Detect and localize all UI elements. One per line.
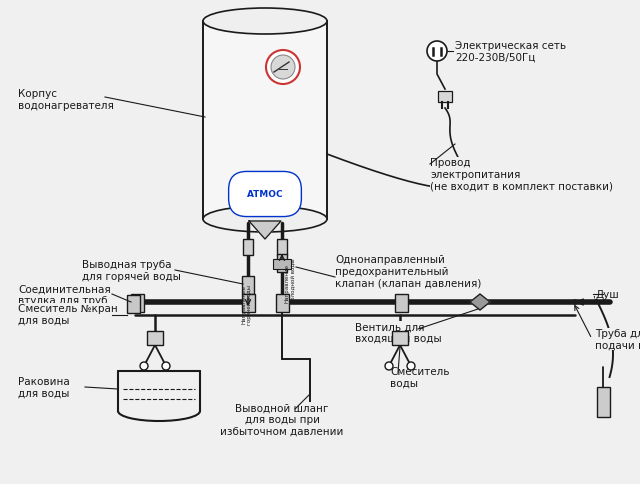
Text: Однонаправленный
предохранительный
клапан (клапан давления): Однонаправленный предохранительный клапа… [335, 255, 481, 288]
Text: Вентиль для
входящей воды: Вентиль для входящей воды [355, 321, 442, 343]
Bar [277, 240, 287, 256]
Circle shape [140, 362, 148, 370]
Bar [131, 294, 144, 312]
Bar [203, 22, 327, 220]
Text: Соединительная
втулка для труб: Соединительная втулка для труб [18, 284, 111, 305]
Circle shape [407, 362, 415, 370]
Circle shape [266, 51, 300, 85]
Ellipse shape [203, 207, 327, 232]
Bar [242, 276, 254, 294]
Bar [395, 294, 408, 312]
Text: Выводной шланг
для воды при
избыточном давлении: Выводной шланг для воды при избыточном д… [220, 403, 344, 436]
Bar [392, 332, 408, 345]
Text: Смеситель
воды: Смеситель воды [390, 366, 449, 388]
Bar [438, 92, 452, 103]
Bar [273, 259, 291, 270]
Bar [242, 294, 255, 312]
Text: Корпус
водонагревателя: Корпус водонагревателя [18, 89, 114, 110]
Bar [597, 387, 610, 417]
Text: Выводная труба
для горячей воды: Выводная труба для горячей воды [82, 259, 181, 281]
Polygon shape [249, 222, 281, 240]
Text: Направление
холодной воды: Направление холодной воды [284, 257, 295, 302]
Text: Электрическая сеть
220-230В/50Гц: Электрическая сеть 220-230В/50Гц [455, 41, 566, 62]
Text: Душ: Душ [595, 289, 619, 300]
Bar [277, 255, 287, 272]
Circle shape [162, 362, 170, 370]
Bar [276, 294, 289, 312]
Circle shape [427, 42, 447, 62]
Text: АТМОС: АТМОС [246, 190, 284, 199]
Circle shape [271, 56, 295, 80]
Bar [127, 295, 140, 313]
Text: Труба для
подачи воды: Труба для подачи воды [595, 329, 640, 350]
Bar [243, 240, 253, 256]
Bar [147, 332, 163, 345]
Text: Направление
горячей воды: Направление горячей воды [241, 285, 253, 324]
Text: Раковина
для воды: Раковина для воды [18, 377, 70, 398]
Circle shape [385, 362, 393, 370]
Text: Смеситель №кран
для воды: Смеситель №кран для воды [18, 303, 118, 325]
Polygon shape [470, 294, 490, 310]
Ellipse shape [203, 9, 327, 35]
Text: Провод
электропитания
(не входит в комплект поставки): Провод электропитания (не входит в компл… [430, 158, 613, 191]
